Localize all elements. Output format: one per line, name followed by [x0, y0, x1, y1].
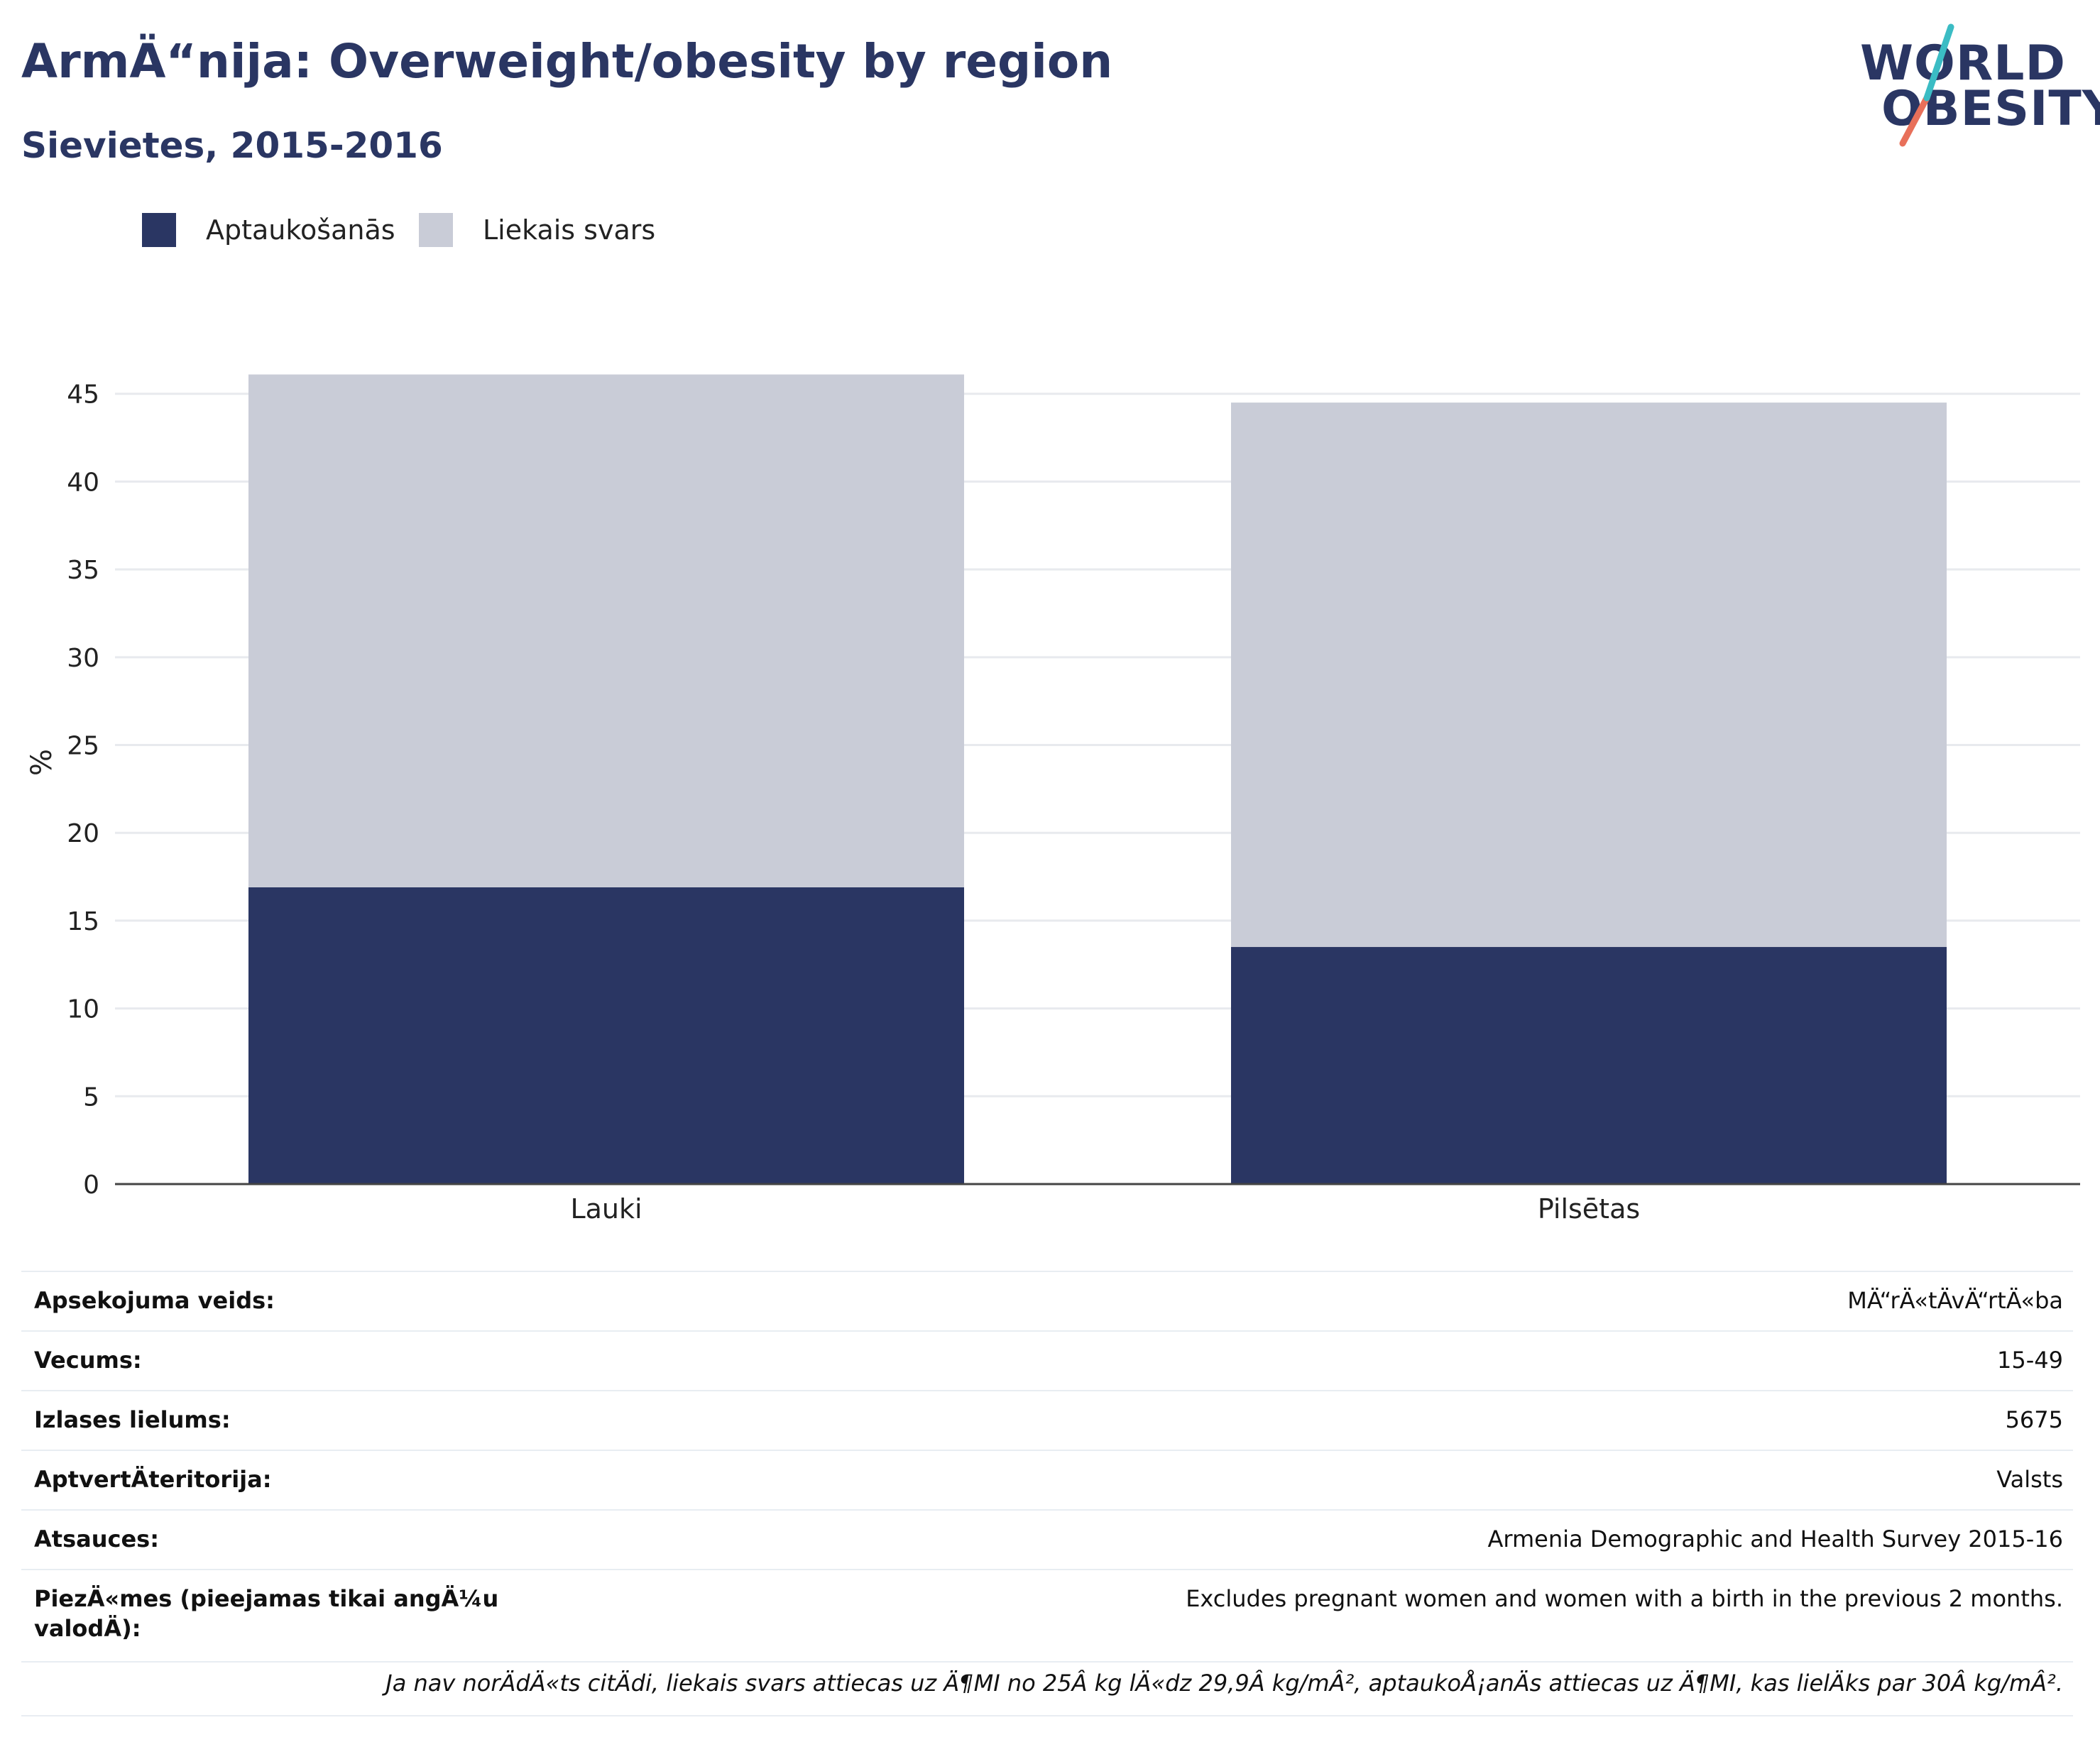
meta-key: Izlases lielums:: [34, 1406, 231, 1433]
bar-obesity: [1231, 947, 1947, 1184]
x-category-label: Pilsētas: [1538, 1193, 1640, 1225]
meta-key: Apsekojuma veids:: [34, 1287, 275, 1314]
y-tick-label: 30: [67, 644, 99, 673]
footnote-text: Ja nav norÄdÄ«ts citÄdi, liekais svars a…: [385, 1670, 2063, 1697]
y-tick-label: 5: [83, 1083, 99, 1112]
chart-title: ArmÄ“nija: Overweight/obesity by region: [21, 34, 1113, 89]
y-tick-label: 45: [67, 380, 99, 410]
y-tick-label: 0: [83, 1171, 99, 1200]
y-tick-label: 25: [67, 732, 99, 761]
bar-obesity: [248, 887, 964, 1184]
meta-value: Excludes pregnant women and women with a…: [1186, 1585, 2063, 1612]
legend-label-overweight: Liekais svars: [483, 214, 656, 246]
meta-key: PiezÄ«mes (pieejamas tikai angÄ¼u valodÄ…: [34, 1585, 499, 1642]
survey-details-table: Apsekojuma veids: MÄ“rÄ«tÄvÄ“rtÄ«ba Vecums…: [21, 1271, 2073, 1663]
world-obesity-logo: WORLD OBESITY: [1853, 20, 2100, 155]
chart-subtitle: Sievietes, 2015-2016: [21, 125, 443, 166]
meta-row: Vecums: 15-49: [21, 1332, 2073, 1391]
y-tick-label: 40: [67, 468, 99, 497]
meta-key: Vecums:: [34, 1347, 142, 1374]
y-tick-label: 10: [67, 995, 99, 1024]
meta-row: Izlases lielums: 5675: [21, 1391, 2073, 1451]
meta-value: Valsts: [1996, 1466, 2063, 1493]
y-axis-label: %: [26, 749, 58, 776]
meta-value: 5675: [2005, 1406, 2063, 1433]
bar-overweight: [1231, 402, 1947, 948]
meta-key: AptvertÄteritorija:: [34, 1466, 272, 1493]
x-category-label: Lauki: [570, 1193, 642, 1225]
logo-word-world: WORLD: [1860, 35, 2066, 92]
y-tick-label: 35: [67, 556, 99, 585]
footnote: Ja nav norÄdÄ«ts citÄdi, liekais svars a…: [21, 1654, 2073, 1716]
bar-chart: 0 5 10 15 20 25 30 35 40 45 Lauki Pilsētas%: [26, 374, 2080, 1225]
meta-key: Atsauces:: [34, 1526, 159, 1552]
meta-row: Apsekojuma veids: MÄ“rÄ«tÄvÄ“rtÄ«ba: [21, 1272, 2073, 1332]
legend-swatch-obesity: [142, 213, 176, 247]
meta-row: PiezÄ«mes (pieejamas tikai angÄ¼u valodÄ…: [21, 1570, 2073, 1663]
y-tick-label: 15: [67, 907, 99, 936]
y-tick-label: 20: [67, 819, 99, 848]
meta-value: MÄ“rÄ«tÄvÄ“rtÄ«ba: [1847, 1287, 2063, 1314]
meta-row: AptvertÄteritorija: Valsts: [21, 1451, 2073, 1511]
meta-value: 15-49: [1997, 1347, 2063, 1374]
meta-value: Armenia Demographic and Health Survey 20…: [1487, 1526, 2063, 1552]
meta-row: Atsauces: Armenia Demographic and Health …: [21, 1511, 2073, 1570]
bar-overweight: [248, 374, 964, 887]
logo-slash-icon: [1899, 23, 1954, 147]
legend-label-obesity: Aptaukošanās: [206, 214, 395, 246]
legend-swatch-overweight: [419, 213, 453, 247]
